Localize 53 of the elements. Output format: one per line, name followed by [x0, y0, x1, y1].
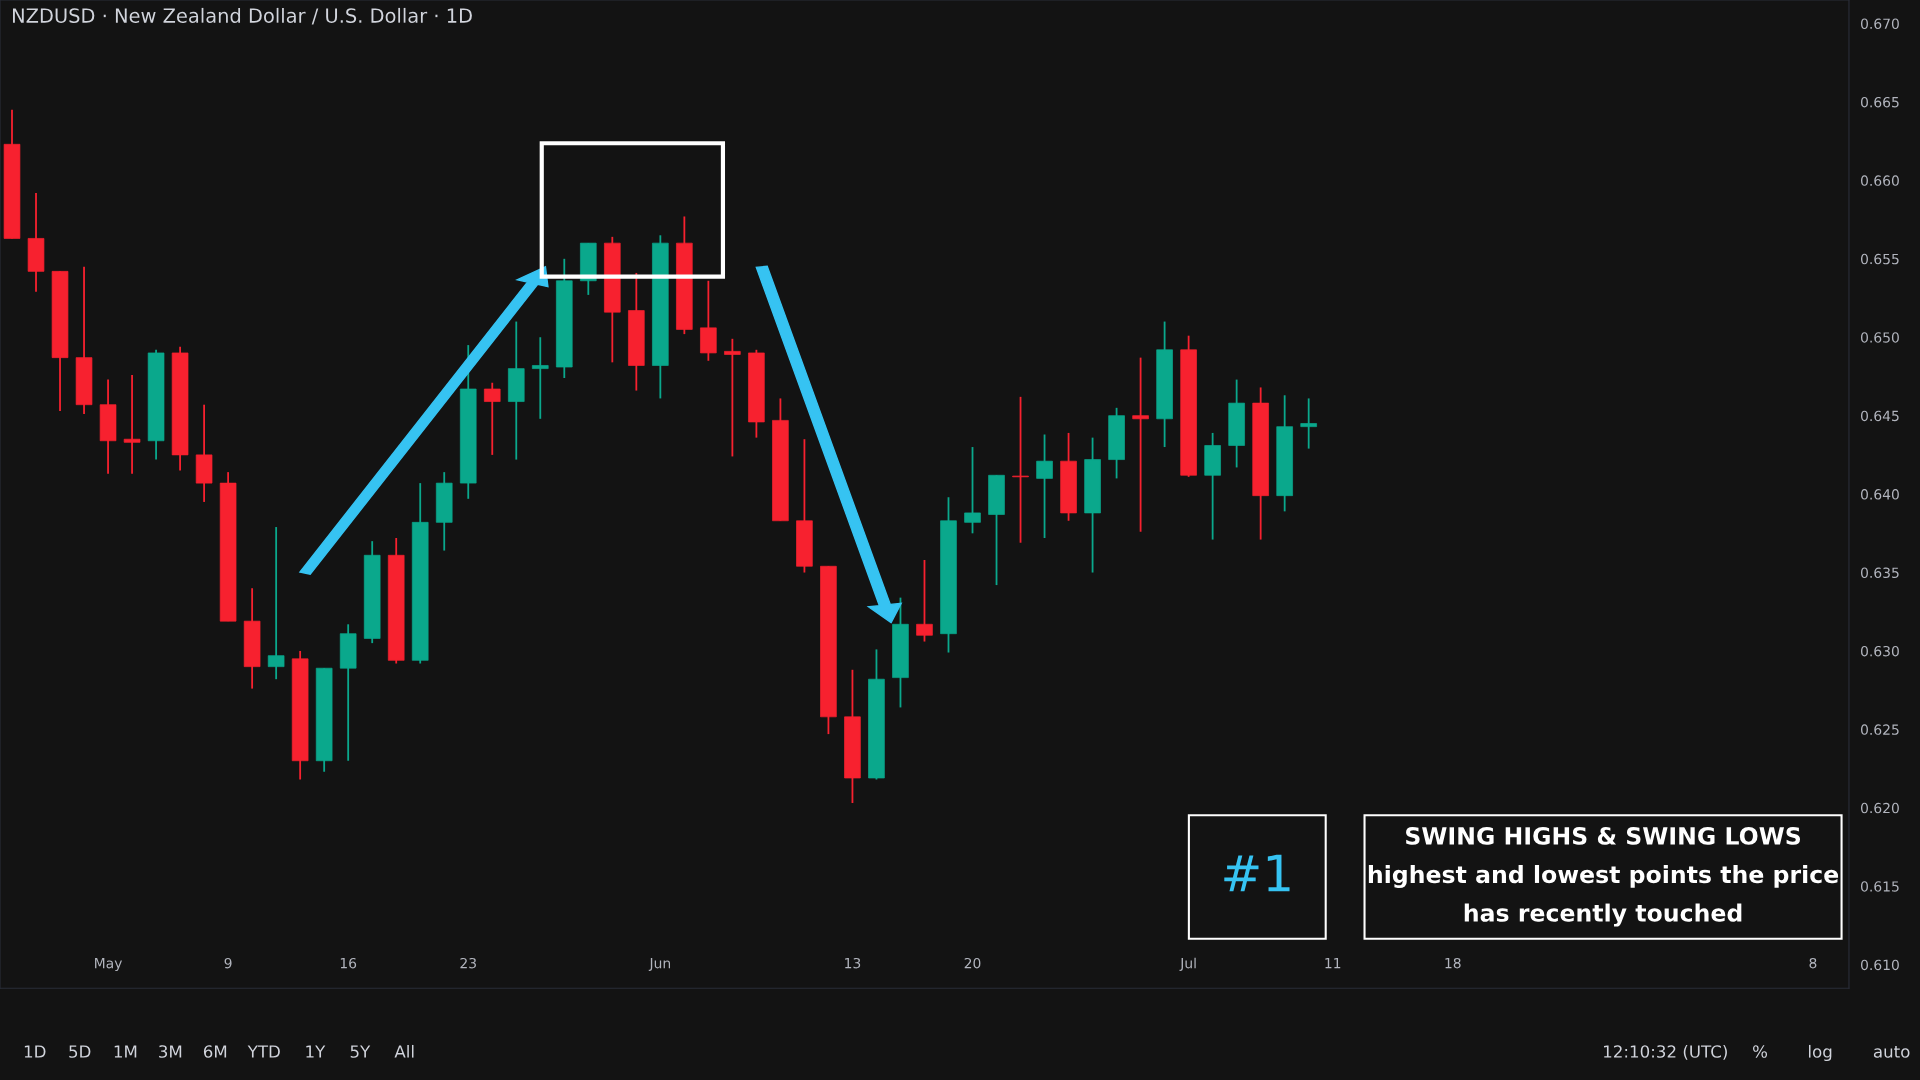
y-tick-label: 0.645 — [1860, 410, 1899, 422]
candlestick — [916, 559, 933, 643]
y-tick-label: 0.665 — [1860, 96, 1899, 108]
text: 1Y — [306, 1045, 326, 1058]
y-tick-label: 0.610 — [1860, 959, 1899, 971]
text: 6M — [203, 1045, 227, 1058]
candlestick — [483, 381, 501, 456]
candlestick — [1012, 395, 1029, 544]
candlestick — [1132, 356, 1149, 533]
x-tick-label: Jul — [1179, 957, 1196, 971]
y-tick-label: 0.630 — [1860, 645, 1899, 657]
text: 5Y — [350, 1045, 371, 1058]
y-tick-label: 0.640 — [1860, 489, 1899, 500]
y-tick-label: 0.660 — [1860, 175, 1899, 186]
text: 1D — [24, 1045, 46, 1058]
x-tick-label: 20 — [964, 957, 981, 969]
text: All — [394, 1044, 414, 1058]
x-tick-label: 18 — [1445, 957, 1461, 969]
annotation: highest and lowest points the price — [1368, 865, 1839, 889]
annotation: has recently touched — [1464, 903, 1742, 927]
y-tick-label: 0.650 — [1860, 332, 1899, 343]
x-tick-label: 9 — [224, 957, 232, 969]
candlestick — [123, 373, 141, 475]
candlestick — [532, 336, 549, 420]
text: YTD — [247, 1045, 280, 1058]
x-tick-label: May — [95, 958, 122, 972]
y-tick-label: 0.655 — [1860, 253, 1899, 265]
text: 5D — [69, 1045, 91, 1058]
text: 12:10:32 (UTC) — [1604, 1044, 1727, 1060]
x-tick-label: Jun — [648, 958, 671, 971]
x-tick-label: 8 — [1809, 957, 1817, 969]
annotation: SWING HIGHS & SWING LOWS — [1406, 826, 1801, 845]
x-tick-label: 16 — [340, 957, 357, 969]
candlestick — [964, 446, 981, 535]
y-tick-label: 0.620 — [1860, 802, 1899, 814]
text: auto — [1873, 1045, 1910, 1058]
text: 1M — [114, 1045, 137, 1058]
y-tick-label: 0.625 — [1860, 724, 1899, 735]
candlestick — [1036, 433, 1053, 539]
y-tick-label: 0.670 — [1860, 18, 1899, 29]
candlestick — [1300, 397, 1317, 450]
x-tick-label: 23 — [460, 957, 476, 969]
text: % — [1753, 1045, 1768, 1058]
text: log — [1808, 1044, 1832, 1062]
y-tick-label: 0.615 — [1860, 881, 1899, 892]
chart-title: NZDUSD · New Zealand Dollar / U.S. Dollar · 1D — [13, 7, 472, 25]
candlestick — [267, 526, 285, 681]
candlestick — [724, 337, 741, 458]
annotation: #1 — [1224, 854, 1290, 892]
text: 3M — [159, 1045, 182, 1058]
x-tick-label: 11 — [1325, 958, 1341, 969]
y-tick-label: 0.635 — [1860, 567, 1899, 578]
x-tick-label: 13 — [845, 957, 861, 969]
